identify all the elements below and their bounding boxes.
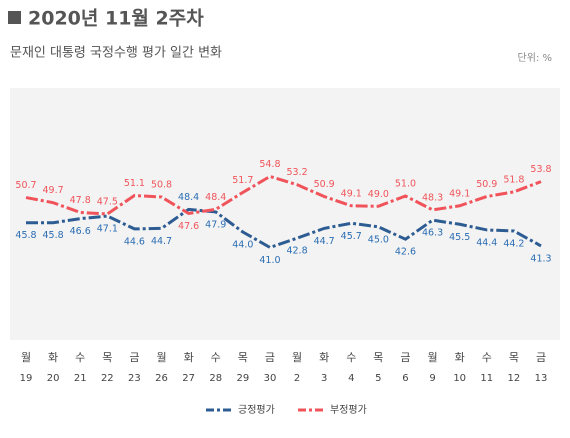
x-tick-label: 27 — [182, 373, 195, 384]
data-label: 44.7 — [151, 236, 172, 247]
data-label: 51.0 — [395, 179, 416, 190]
x-tick-label: 22 — [101, 373, 114, 384]
x-weekday-label: 월 — [21, 351, 31, 364]
x-weekday-label: 목 — [373, 351, 383, 364]
x-weekday-label: 수 — [75, 351, 85, 364]
x-weekday-label: 금 — [400, 351, 410, 364]
x-tick-label: 4 — [348, 373, 354, 384]
data-label: 51.7 — [232, 175, 253, 186]
chart-title: 2020년 11월 2주차 — [28, 8, 204, 30]
data-label: 42.6 — [395, 247, 416, 258]
data-label: 50.9 — [314, 179, 335, 190]
x-tick-label: 10 — [453, 373, 466, 384]
x-weekday-label: 화 — [48, 351, 58, 364]
data-label: 49.0 — [368, 189, 389, 200]
data-label: 47.1 — [97, 224, 118, 235]
x-weekday-label: 화 — [455, 351, 465, 364]
data-label: 48.4 — [205, 192, 226, 203]
data-label: 47.5 — [97, 197, 118, 208]
x-tick-label: 29 — [236, 373, 249, 384]
x-tick-label: 3 — [321, 373, 327, 384]
data-label: 45.5 — [449, 232, 470, 243]
x-weekday-label: 금 — [129, 351, 139, 364]
x-tick-label: 30 — [264, 373, 277, 384]
data-label: 45.0 — [368, 234, 389, 245]
plot-area — [10, 88, 560, 340]
data-label: 42.8 — [286, 246, 307, 257]
data-label: 41.0 — [259, 255, 280, 266]
legend-label: 부정평가 — [330, 404, 367, 416]
data-label: 45.8 — [43, 230, 64, 241]
data-label: 41.3 — [530, 253, 551, 264]
data-label: 45.7 — [341, 231, 362, 242]
x-weekday-label: 수 — [482, 351, 492, 364]
x-tick-label: 20 — [47, 373, 60, 384]
data-label: 44.7 — [314, 236, 335, 247]
data-label: 51.1 — [124, 178, 145, 189]
x-weekday-label: 금 — [536, 351, 546, 364]
data-label: 50.9 — [476, 179, 497, 190]
x-weekday-label: 목 — [509, 351, 519, 364]
data-label: 49.7 — [43, 185, 64, 196]
data-label: 47.8 — [70, 195, 91, 206]
data-label: 53.2 — [286, 167, 307, 178]
data-label: 51.8 — [503, 174, 524, 185]
x-weekday-label: 월 — [156, 351, 166, 364]
data-label: 46.3 — [422, 228, 443, 239]
x-tick-label: 2 — [294, 373, 300, 384]
x-tick-label: 9 — [429, 373, 435, 384]
data-label: 44.4 — [476, 237, 497, 248]
data-label: 49.1 — [341, 188, 362, 199]
chart-subtitle: 문재인 대통령 국정수행 평가 일간 변화 — [10, 45, 222, 61]
data-label: 46.6 — [70, 226, 91, 237]
x-tick-label: 13 — [535, 373, 548, 384]
data-label: 53.8 — [530, 164, 551, 175]
x-weekday-label: 화 — [319, 351, 329, 364]
legend-label: 긍정평가 — [238, 404, 275, 416]
x-tick-label: 12 — [508, 373, 521, 384]
x-weekday-label: 수 — [346, 351, 356, 364]
series-line — [25, 174, 542, 216]
data-label: 50.8 — [151, 180, 172, 191]
data-label: 49.1 — [449, 188, 470, 199]
series-line — [26, 207, 542, 250]
x-tick-label: 28 — [209, 373, 222, 384]
data-label: 54.8 — [259, 159, 280, 170]
x-weekday-label: 목 — [238, 351, 248, 364]
data-label: 48.4 — [178, 192, 199, 203]
x-tick-label: 5 — [375, 373, 381, 384]
x-tick-label: 11 — [480, 373, 493, 384]
x-tick-label: 19 — [20, 373, 33, 384]
x-tick-label: 6 — [402, 373, 408, 384]
x-weekday-label: 월 — [292, 351, 302, 364]
unit-label: 단위: % — [518, 51, 552, 64]
data-label: 48.3 — [422, 192, 443, 203]
x-weekday-label: 화 — [184, 351, 194, 364]
data-label: 50.7 — [15, 180, 36, 191]
data-label: 47.9 — [205, 219, 226, 230]
x-tick-label: 23 — [128, 373, 141, 384]
x-weekday-label: 금 — [265, 351, 275, 364]
x-weekday-label: 월 — [428, 351, 438, 364]
data-label: 44.6 — [124, 236, 145, 247]
data-label: 47.6 — [178, 221, 199, 232]
x-tick-label: 26 — [155, 373, 168, 384]
data-label: 44.0 — [232, 240, 253, 251]
data-label: 45.8 — [15, 230, 36, 241]
x-weekday-label: 목 — [102, 351, 112, 364]
x-weekday-label: 수 — [211, 351, 221, 364]
title-marker — [8, 11, 21, 24]
x-tick-label: 21 — [74, 373, 87, 384]
data-label: 44.2 — [503, 238, 524, 249]
